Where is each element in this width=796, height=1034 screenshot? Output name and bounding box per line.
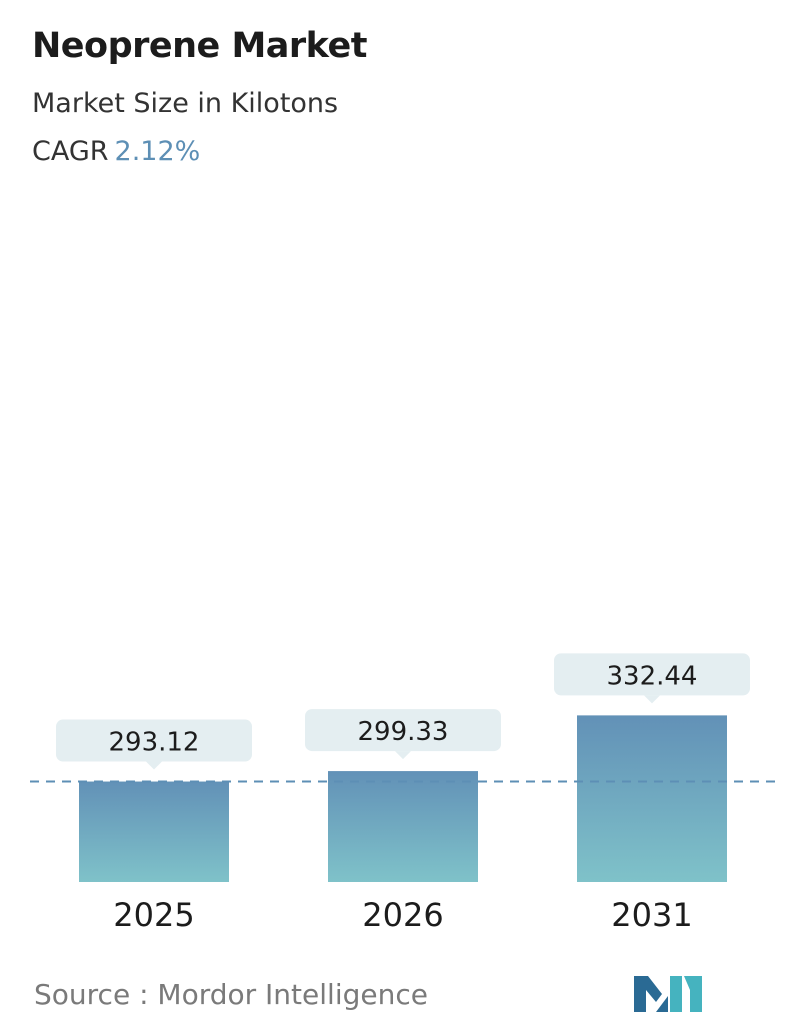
data-label-2031: 332.44: [607, 661, 698, 691]
source-line: Source : Mordor Intelligence: [34, 978, 428, 1011]
data-label-2026: 299.33: [358, 717, 449, 747]
cagr-line: CAGR 2.12%: [32, 136, 200, 167]
value-label-box-2026: 299.33: [305, 709, 501, 760]
chart-title: Neoprene Market: [32, 26, 367, 66]
mordor-intelligence-logo-icon: [634, 976, 702, 1012]
value-label-box-2031: 332.44: [554, 653, 750, 704]
cagr-label: CAGR: [32, 136, 109, 167]
source-label: Source :: [34, 978, 149, 1011]
source-name: Mordor Intelligence: [157, 978, 428, 1011]
cagr-value: 2.12%: [114, 136, 201, 167]
x-tick-label-2026: 2026: [362, 896, 443, 934]
chart-subtitle: Market Size in Kilotons: [32, 88, 339, 119]
bar-chart: 293.12 2025 299.33 2026 332.44 2031: [30, 653, 782, 934]
bar-2031: [577, 715, 727, 882]
x-tick-label-2031: 2031: [611, 896, 692, 934]
bar-2026: [328, 771, 478, 882]
data-label-2025: 293.12: [109, 728, 200, 758]
x-tick-label-2025: 2025: [113, 896, 194, 934]
value-label-box-2025: 293.12: [56, 719, 252, 770]
bar-2025: [79, 781, 229, 882]
